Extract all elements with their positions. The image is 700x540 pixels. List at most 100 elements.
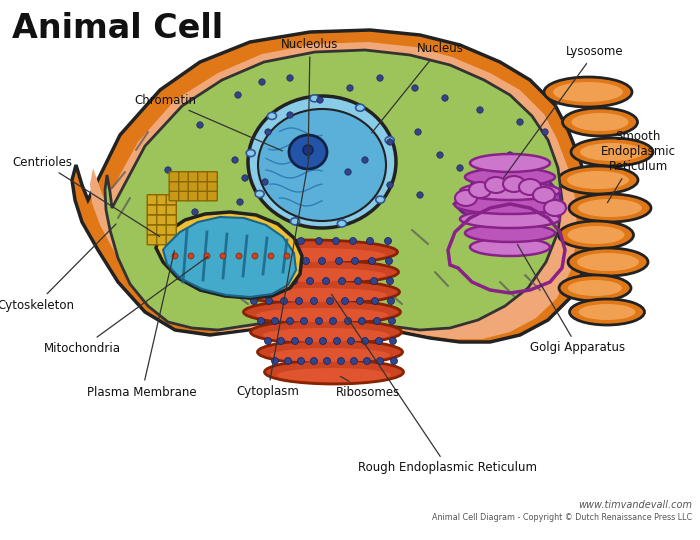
Text: Cytoskeleton: Cytoskeleton [0, 224, 116, 312]
Ellipse shape [559, 221, 634, 249]
Ellipse shape [455, 196, 565, 214]
Circle shape [236, 253, 242, 259]
Circle shape [197, 237, 203, 243]
Circle shape [302, 258, 309, 265]
Circle shape [416, 192, 424, 198]
Circle shape [337, 357, 344, 364]
Circle shape [286, 258, 293, 265]
Ellipse shape [235, 248, 385, 262]
Circle shape [251, 298, 258, 305]
Circle shape [172, 253, 178, 259]
Circle shape [272, 357, 279, 364]
FancyBboxPatch shape [157, 225, 167, 235]
Ellipse shape [265, 360, 403, 384]
Circle shape [412, 85, 418, 91]
Ellipse shape [460, 210, 560, 228]
FancyBboxPatch shape [207, 191, 217, 201]
Ellipse shape [255, 191, 264, 198]
Circle shape [284, 357, 291, 364]
Text: Nucleolus: Nucleolus [281, 38, 339, 159]
Circle shape [204, 253, 210, 259]
Ellipse shape [544, 200, 566, 216]
Ellipse shape [544, 77, 632, 107]
FancyBboxPatch shape [197, 181, 208, 191]
Ellipse shape [267, 112, 276, 119]
Circle shape [246, 238, 253, 245]
Ellipse shape [376, 196, 385, 203]
Ellipse shape [460, 182, 560, 200]
Text: Smooth
Endoplasmic
Reticulum: Smooth Endoplasmic Reticulum [601, 131, 676, 202]
Ellipse shape [570, 299, 645, 325]
Polygon shape [105, 50, 562, 330]
FancyBboxPatch shape [157, 195, 167, 205]
Circle shape [316, 318, 323, 325]
Polygon shape [163, 217, 296, 297]
Ellipse shape [470, 238, 550, 256]
Circle shape [298, 238, 304, 245]
Circle shape [319, 338, 326, 345]
Ellipse shape [563, 108, 638, 136]
Circle shape [368, 258, 375, 265]
Ellipse shape [470, 154, 550, 172]
Ellipse shape [310, 95, 319, 102]
Circle shape [274, 278, 281, 285]
Circle shape [344, 318, 351, 325]
Circle shape [339, 278, 346, 285]
Ellipse shape [251, 320, 402, 344]
FancyBboxPatch shape [169, 181, 179, 191]
Circle shape [527, 162, 533, 168]
Circle shape [415, 129, 421, 135]
Ellipse shape [485, 177, 507, 193]
Text: Ribosomes: Ribosomes [336, 376, 400, 399]
Circle shape [253, 258, 260, 265]
Ellipse shape [577, 253, 639, 271]
Ellipse shape [571, 138, 653, 166]
FancyBboxPatch shape [157, 205, 167, 215]
Circle shape [326, 298, 333, 305]
Circle shape [263, 238, 270, 245]
Text: Centrioles: Centrioles [12, 156, 160, 237]
Circle shape [388, 298, 395, 305]
Circle shape [349, 238, 356, 245]
Text: Chromatin: Chromatin [134, 93, 283, 151]
Ellipse shape [256, 308, 388, 322]
Circle shape [281, 298, 288, 305]
Text: Mitochondria: Mitochondria [43, 256, 208, 354]
Circle shape [387, 182, 393, 188]
Circle shape [391, 357, 398, 364]
Circle shape [252, 253, 258, 259]
Circle shape [335, 258, 342, 265]
Ellipse shape [568, 280, 622, 296]
FancyBboxPatch shape [147, 225, 158, 235]
Circle shape [505, 179, 512, 186]
Ellipse shape [242, 268, 386, 282]
Ellipse shape [290, 218, 300, 225]
FancyBboxPatch shape [166, 215, 176, 225]
Circle shape [241, 175, 248, 181]
Circle shape [361, 338, 368, 345]
Circle shape [291, 338, 298, 345]
Circle shape [316, 238, 323, 245]
Circle shape [237, 199, 243, 205]
Ellipse shape [465, 168, 555, 186]
Circle shape [332, 238, 340, 245]
Circle shape [517, 119, 523, 125]
Ellipse shape [578, 199, 642, 217]
Ellipse shape [567, 171, 629, 189]
Circle shape [377, 357, 384, 364]
Circle shape [387, 139, 393, 145]
Circle shape [389, 318, 396, 325]
Circle shape [286, 318, 293, 325]
Circle shape [300, 318, 307, 325]
Circle shape [277, 338, 284, 345]
Circle shape [206, 185, 214, 191]
Ellipse shape [472, 162, 528, 208]
Text: Animal Cell: Animal Cell [12, 12, 223, 45]
FancyBboxPatch shape [166, 225, 176, 235]
Ellipse shape [258, 109, 386, 221]
Ellipse shape [258, 340, 402, 364]
Circle shape [477, 107, 483, 113]
Circle shape [330, 318, 337, 325]
FancyBboxPatch shape [147, 205, 158, 215]
Circle shape [437, 152, 443, 158]
